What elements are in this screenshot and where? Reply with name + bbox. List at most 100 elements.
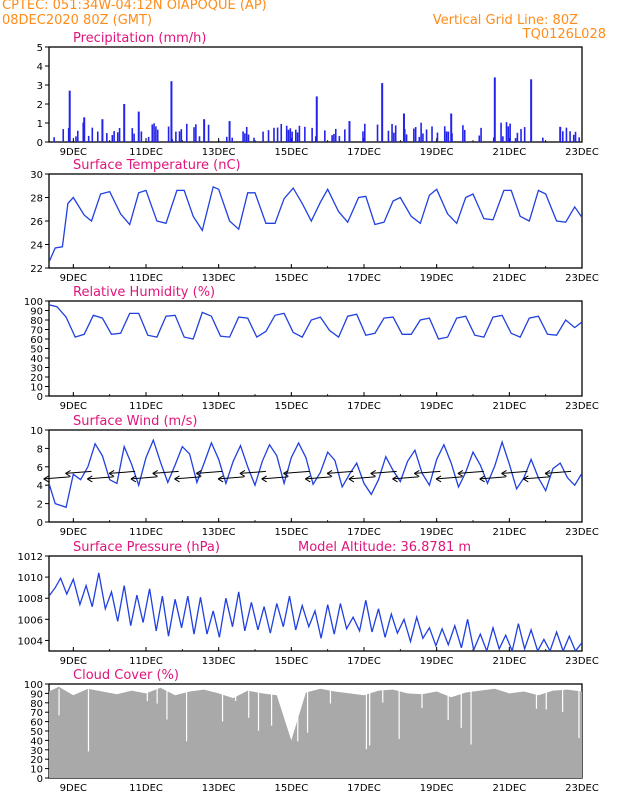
cloud-gap [257,689,260,731]
precip-bar [364,123,366,142]
precip-bar [462,125,464,142]
wind-arrow [283,470,310,474]
wind-arrow [65,470,92,474]
precip-bar [276,127,279,142]
x-tick-label: 17DEC [347,147,381,158]
x-tick-label: 11DEC [129,273,163,284]
x-tick-label: 17DEC [347,401,381,412]
x-tick-label: 15DEC [274,401,308,412]
y-tick-label: 50 [30,345,43,356]
wind-arrow-head [414,469,420,477]
precip-bar [87,135,90,142]
x-tick-label: 23DEC [565,656,599,667]
chart-title: Surface Pressure (hPa) [73,540,220,555]
y-tick-label: 10 [30,383,43,394]
x-tick-label: 19DEC [420,527,454,538]
wind-arrow-head [523,475,529,483]
x-tick-label: 9DEC [60,783,87,794]
cloud-gap [270,689,273,726]
cloud-gap [235,689,237,701]
precip-bar [348,121,351,142]
y-tick-label: 0 [37,518,43,529]
cloud-gap [562,689,564,712]
wind-arrow-head [152,469,158,477]
chart-panel-1: Precipitation (mm/h) 0 1 2 3 4 5 9DEC 11DEC 13DEC… [37,31,599,158]
precip-bar [520,128,522,142]
precip-bar [298,125,301,142]
x-tick-label: 9DEC [60,273,87,284]
precip-bar [403,129,406,142]
x-tick-label: 21DEC [492,656,526,667]
wind-arrow-head [108,469,115,477]
precip-bar [285,125,288,142]
precip-bar [514,138,517,142]
precip-bar [502,136,504,142]
precip-bar [170,81,173,142]
y-tick-label: 2 [37,500,43,511]
precip-bar [443,126,446,142]
y-tick-label: 4 [37,62,43,73]
precip-bar [523,127,526,142]
precip-bar [414,127,417,142]
x-tick-label: 21DEC [492,401,526,412]
chart-subtitle: Model Altitude: 36.8781 m [298,540,471,555]
y-tick-label: 50 [30,727,43,738]
y-tick-label: 30 [30,364,43,375]
cloud-gap [221,689,224,722]
precip-bar [137,111,140,142]
y-tick-label: 5 [37,43,43,54]
x-tick-label: 19DEC [420,783,454,794]
precip-bar [393,132,395,142]
precip-bar [492,137,495,142]
precip-bar [185,123,188,142]
cloud-gap [146,689,148,702]
precip-bar [171,139,174,142]
wind-arrow [174,476,201,480]
x-tick-label: 13DEC [202,273,236,284]
cloud-gap [185,689,188,742]
y-tick-label: 4 [37,481,43,492]
wind-arrow-head [174,475,180,483]
precip-bar [198,136,201,142]
wind-arrow-head [479,475,485,483]
precip-bar [101,119,104,142]
precip-bar [247,134,250,142]
precip-bar [96,131,99,142]
wind-arrow-head [544,469,551,477]
run-label: 08DEC2020 80Z (GMT) [2,13,153,28]
precip-bar [507,126,510,142]
precip-bar [207,124,210,142]
cloud-gap [58,689,60,716]
grid-note-label: Vertical Grid Line: 80Z [432,13,578,28]
y-tick-label: 30 [30,746,43,757]
x-tick-label: 9DEC [60,401,87,412]
x-tick-label: 11DEC [129,401,163,412]
wind-arrow [261,476,288,480]
x-tick-label: 21DEC [492,273,526,284]
precip-bar [180,129,183,142]
wind-arrow [523,476,550,480]
cloud-gap [460,689,462,728]
precip-bar [67,127,70,142]
x-tick-label: 23DEC [565,401,599,412]
x-tick-label: 17DEC [347,527,381,538]
precip-bar [267,130,270,142]
cloud-gap [545,689,547,710]
precip-bar [280,124,283,142]
y-tick-label: 40 [30,354,43,365]
plot-frame [48,429,583,523]
y-tick-label: 90 [30,307,43,318]
x-tick-label: 19DEC [420,656,454,667]
cloud-gap [470,689,472,745]
wind-arrow-head [261,475,267,483]
cloud-gap [447,689,449,721]
y-tick-label: 0 [37,774,43,785]
wind-arrow [130,476,157,480]
wind-arrow [109,470,136,474]
precip-bar [436,132,439,142]
y-tick-label: 2 [37,100,43,111]
precip-bar [480,127,482,142]
plot-frame [48,173,583,269]
